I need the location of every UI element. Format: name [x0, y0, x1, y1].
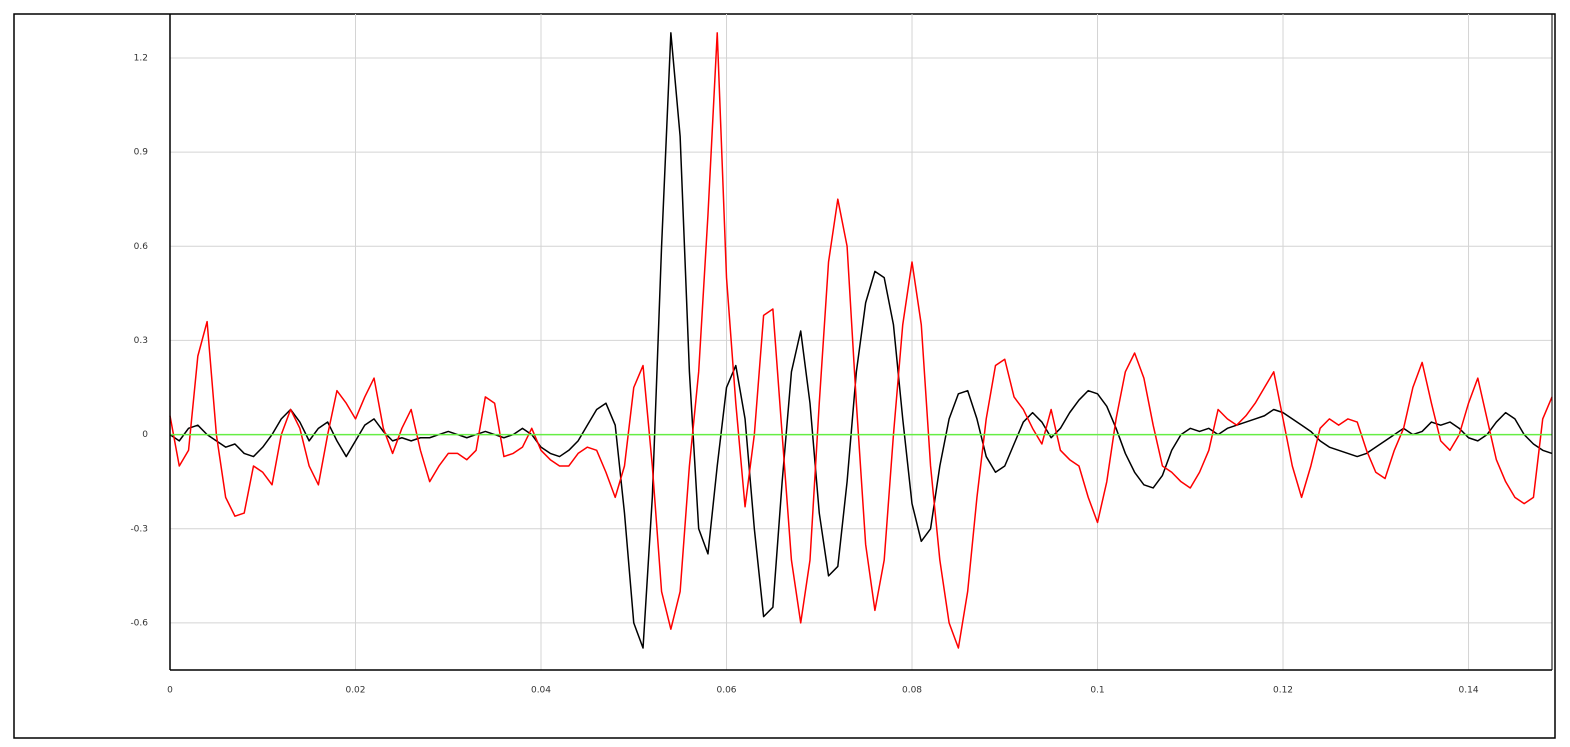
y-tick-label: 0.9: [134, 148, 149, 158]
series-line: [169, 32, 1553, 649]
x-tick-label: 0.06: [716, 686, 736, 696]
x-tick-label: 0.14: [1459, 686, 1479, 696]
x-tick-label: 0.04: [531, 686, 551, 696]
x-tick-label: 0.1: [1090, 686, 1104, 696]
y-tick-label: 1.2: [134, 53, 148, 63]
y-tick-label: 0: [142, 430, 148, 440]
x-tick-label: 0.08: [902, 686, 922, 696]
x-tick-label: 0.12: [1273, 686, 1293, 696]
x-tick-label: 0: [167, 686, 173, 696]
y-tick-label: -0.6: [130, 618, 148, 628]
x-tick-label: 0.02: [345, 686, 365, 696]
y-tick-label: 0.6: [134, 242, 149, 252]
y-tick-label: -0.3: [130, 524, 148, 534]
series-line: [169, 32, 1553, 649]
y-tick-label: 0.3: [134, 336, 148, 346]
frame: [13, 13, 1556, 739]
